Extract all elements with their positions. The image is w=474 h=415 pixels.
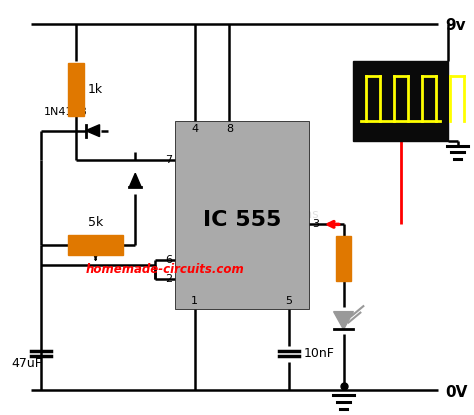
Polygon shape <box>334 312 354 330</box>
Text: 0V: 0V <box>446 385 468 400</box>
Text: 5: 5 <box>285 296 292 306</box>
Text: 47uF: 47uF <box>11 357 42 370</box>
Bar <box>68 63 84 116</box>
Text: 9v: 9v <box>446 18 466 33</box>
Text: 5k: 5k <box>88 216 103 229</box>
Text: 1k: 1k <box>88 83 103 96</box>
Bar <box>354 61 447 141</box>
Text: 6: 6 <box>165 254 172 265</box>
Text: 4: 4 <box>191 124 198 134</box>
Text: 1N4148: 1N4148 <box>44 107 88 117</box>
Bar <box>175 121 309 309</box>
Text: 2: 2 <box>165 274 172 284</box>
Text: 7: 7 <box>165 155 172 166</box>
Text: 10nF: 10nF <box>304 347 335 360</box>
Polygon shape <box>129 173 141 187</box>
Bar <box>68 235 123 255</box>
Text: avagata    innovations: avagata innovations <box>180 208 319 222</box>
Text: homemade-circuits.com: homemade-circuits.com <box>86 263 245 276</box>
Polygon shape <box>86 124 100 137</box>
Bar <box>336 236 351 281</box>
Text: IC 555: IC 555 <box>203 210 281 230</box>
Text: 8: 8 <box>226 124 233 134</box>
Text: 1: 1 <box>191 296 198 306</box>
Text: 3: 3 <box>312 220 319 229</box>
